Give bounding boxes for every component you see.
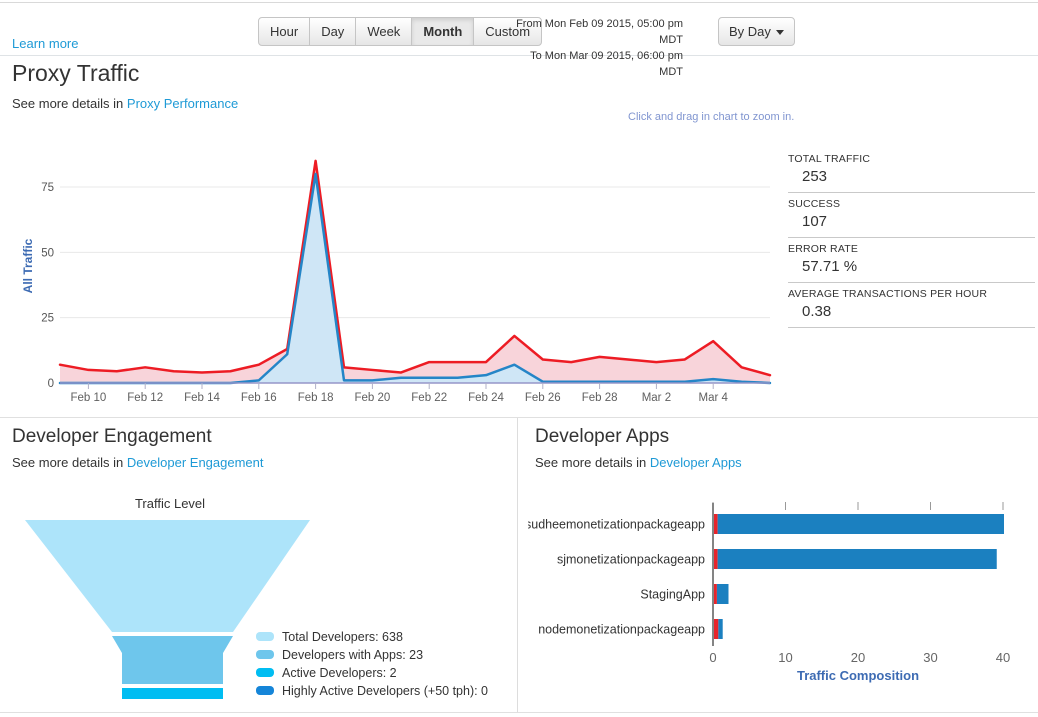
bar-segment-red [714, 619, 719, 639]
stat-error-rate: ERROR RATE 57.71 % [788, 238, 1035, 283]
bar-segment-blue [716, 584, 729, 604]
range-button-month[interactable]: Month [411, 17, 475, 46]
bar-category-label: sudheemonetizationpackageapp [528, 518, 705, 532]
legend-item: Active Developers: 2 [256, 664, 488, 682]
range-button-hour[interactable]: Hour [258, 17, 311, 46]
series-line-red [58, 159, 772, 377]
stat-value: 57.71 % [802, 258, 858, 275]
legend-item: Total Developers: 638 [256, 628, 488, 646]
x-tick-label: Feb 16 [241, 392, 277, 404]
date-range-from: From Mon Feb 09 2015, 05:00 pm MDT [516, 18, 683, 46]
legend-swatch-icon [256, 632, 274, 641]
stat-label: AVERAGE TRANSACTIONS PER HOUR [788, 288, 988, 300]
stat-success: SUCCESS 107 [788, 193, 1035, 238]
proxy-performance-link[interactable]: Proxy Performance [126, 96, 239, 111]
y-tick-label: 0 [48, 378, 54, 390]
bar-category-label: sjmonetizationpackageapp [557, 553, 705, 567]
range-button-day[interactable]: Day [309, 17, 357, 46]
stat-value: 253 [802, 168, 828, 185]
funnel-segment-active-developers [122, 688, 223, 699]
legend-swatch-icon [256, 686, 274, 695]
proxy-traffic-subtitle: See more details in Proxy Performance [12, 96, 238, 111]
bar-segment-red [714, 514, 718, 534]
learn-more-link[interactable]: Learn more [12, 36, 79, 51]
chevron-down-icon [775, 30, 784, 36]
y-tick-label: 50 [41, 247, 54, 259]
x-tick-label: Feb 12 [127, 392, 163, 404]
bar-segment-red [714, 549, 718, 569]
developer-engagement-funnel [25, 520, 310, 699]
subtitle-text: See more details in [12, 96, 124, 111]
stat-value: 0.38 [802, 303, 832, 320]
funnel-segment-total-developers [25, 520, 310, 632]
developer-engagement-title: Developer Engagement [12, 426, 212, 447]
developer-engagement-link[interactable]: Developer Engagement [126, 455, 264, 470]
funnel-chart-title: Traffic Level [134, 496, 206, 511]
y-tick-label: 75 [41, 182, 54, 194]
group-by-dropdown[interactable]: By Day [718, 17, 795, 46]
developer-apps-link[interactable]: Developer Apps [649, 455, 742, 470]
x-tick-label: Mar 2 [642, 392, 671, 404]
range-button-week[interactable]: Week [355, 17, 413, 46]
time-range-button-group: Hour Day Week Month Custom [258, 17, 543, 46]
y-axis-title: All Traffic [21, 238, 35, 293]
x-axis-title: Traffic Composition [797, 668, 919, 683]
subtitle-text: See more details in [535, 455, 647, 470]
y-tick-label: 25 [41, 313, 54, 325]
bar-segment-red [714, 584, 717, 604]
x-tick-label: 20 [851, 650, 865, 665]
funnel-segment-developers-with-apps [112, 636, 233, 684]
series-area-blue [60, 173, 770, 383]
stat-total-traffic: TOTAL TRAFFIC 253 [788, 148, 1035, 193]
series-line-blue [58, 172, 772, 385]
developer-apps-title: Developer Apps [535, 426, 670, 447]
developer-apps-subtitle: See more details in Developer Apps [535, 455, 742, 470]
date-range-to: To Mon Mar 09 2015, 06:00 pm MDT [530, 50, 683, 78]
proxy-traffic-chart[interactable]: 0 25 50 75 Feb 10 Feb 12 Feb 14 Feb 16 Feb 18 Feb… [18, 146, 788, 411]
proxy-traffic-stats: TOTAL TRAFFIC 253 SUCCESS 107 ERROR RATE… [788, 148, 1035, 328]
x-tick-label: 0 [709, 650, 716, 665]
bar-segment-blue [717, 514, 1004, 534]
bar-segment-blue [718, 619, 723, 639]
legend-item: Developers with Apps: 23 [256, 646, 488, 664]
series-area-red [60, 160, 770, 383]
proxy-traffic-title: Proxy Traffic [12, 60, 140, 86]
bar-category-label: StagingApp [640, 588, 705, 602]
stat-avg-tph: AVERAGE TRANSACTIONS PER HOUR 0.38 [788, 283, 1035, 328]
subtitle-text: See more details in [12, 455, 124, 470]
bar-category-label: nodemonetizationpackageapp [538, 623, 705, 637]
x-tick-label: Feb 28 [582, 392, 618, 404]
x-tick-label: 10 [778, 650, 792, 665]
group-by-label: By Day [729, 24, 771, 39]
x-tick-label: Feb 22 [411, 392, 447, 404]
x-tick-label: Feb 10 [70, 392, 106, 404]
stat-value: 107 [802, 213, 828, 230]
bar-segment-blue [717, 549, 997, 569]
x-tick-label: 30 [923, 650, 937, 665]
developer-apps-section: Developer Apps See more details in Devel… [518, 418, 1038, 713]
x-tick-label: Mar 4 [698, 392, 728, 404]
range-button-custom[interactable]: Custom [473, 17, 543, 46]
x-tick-label: Feb 26 [525, 392, 561, 404]
time-range-toolbar: Learn more Hour Day Week Month Custom Fr… [0, 0, 1038, 78]
x-tick-label: Feb 18 [298, 392, 334, 404]
legend-item: Highly Active Developers (+50 tph): 0 [256, 682, 488, 700]
stat-label: SUCCESS [788, 198, 841, 210]
funnel-legend: Total Developers: 638 Developers with App… [256, 628, 488, 700]
developer-engagement-subtitle: See more details in Developer Engagement [12, 455, 264, 470]
section-divider [0, 417, 1038, 418]
legend-swatch-icon [256, 650, 274, 659]
developer-apps-chart: 0 10 20 30 40 sudheemonetizationpackageapp sjm… [528, 502, 1010, 683]
stat-label: ERROR RATE [788, 243, 859, 255]
stat-label: TOTAL TRAFFIC [788, 153, 871, 165]
legend-swatch-icon [256, 668, 274, 677]
x-tick-label: Feb 14 [184, 392, 220, 404]
developer-engagement-section: Developer Engagement See more details in… [0, 418, 518, 713]
x-tick-label: Feb 24 [468, 392, 504, 404]
date-range-text: From Mon Feb 09 2015, 05:00 pm MDT To Mo… [505, 16, 683, 80]
top-rule [0, 2, 1038, 3]
chart-zoom-hint: Click and drag in chart to zoom in. [628, 111, 795, 123]
x-tick-label: 40 [996, 650, 1010, 665]
x-tick-label: Feb 20 [354, 392, 390, 404]
